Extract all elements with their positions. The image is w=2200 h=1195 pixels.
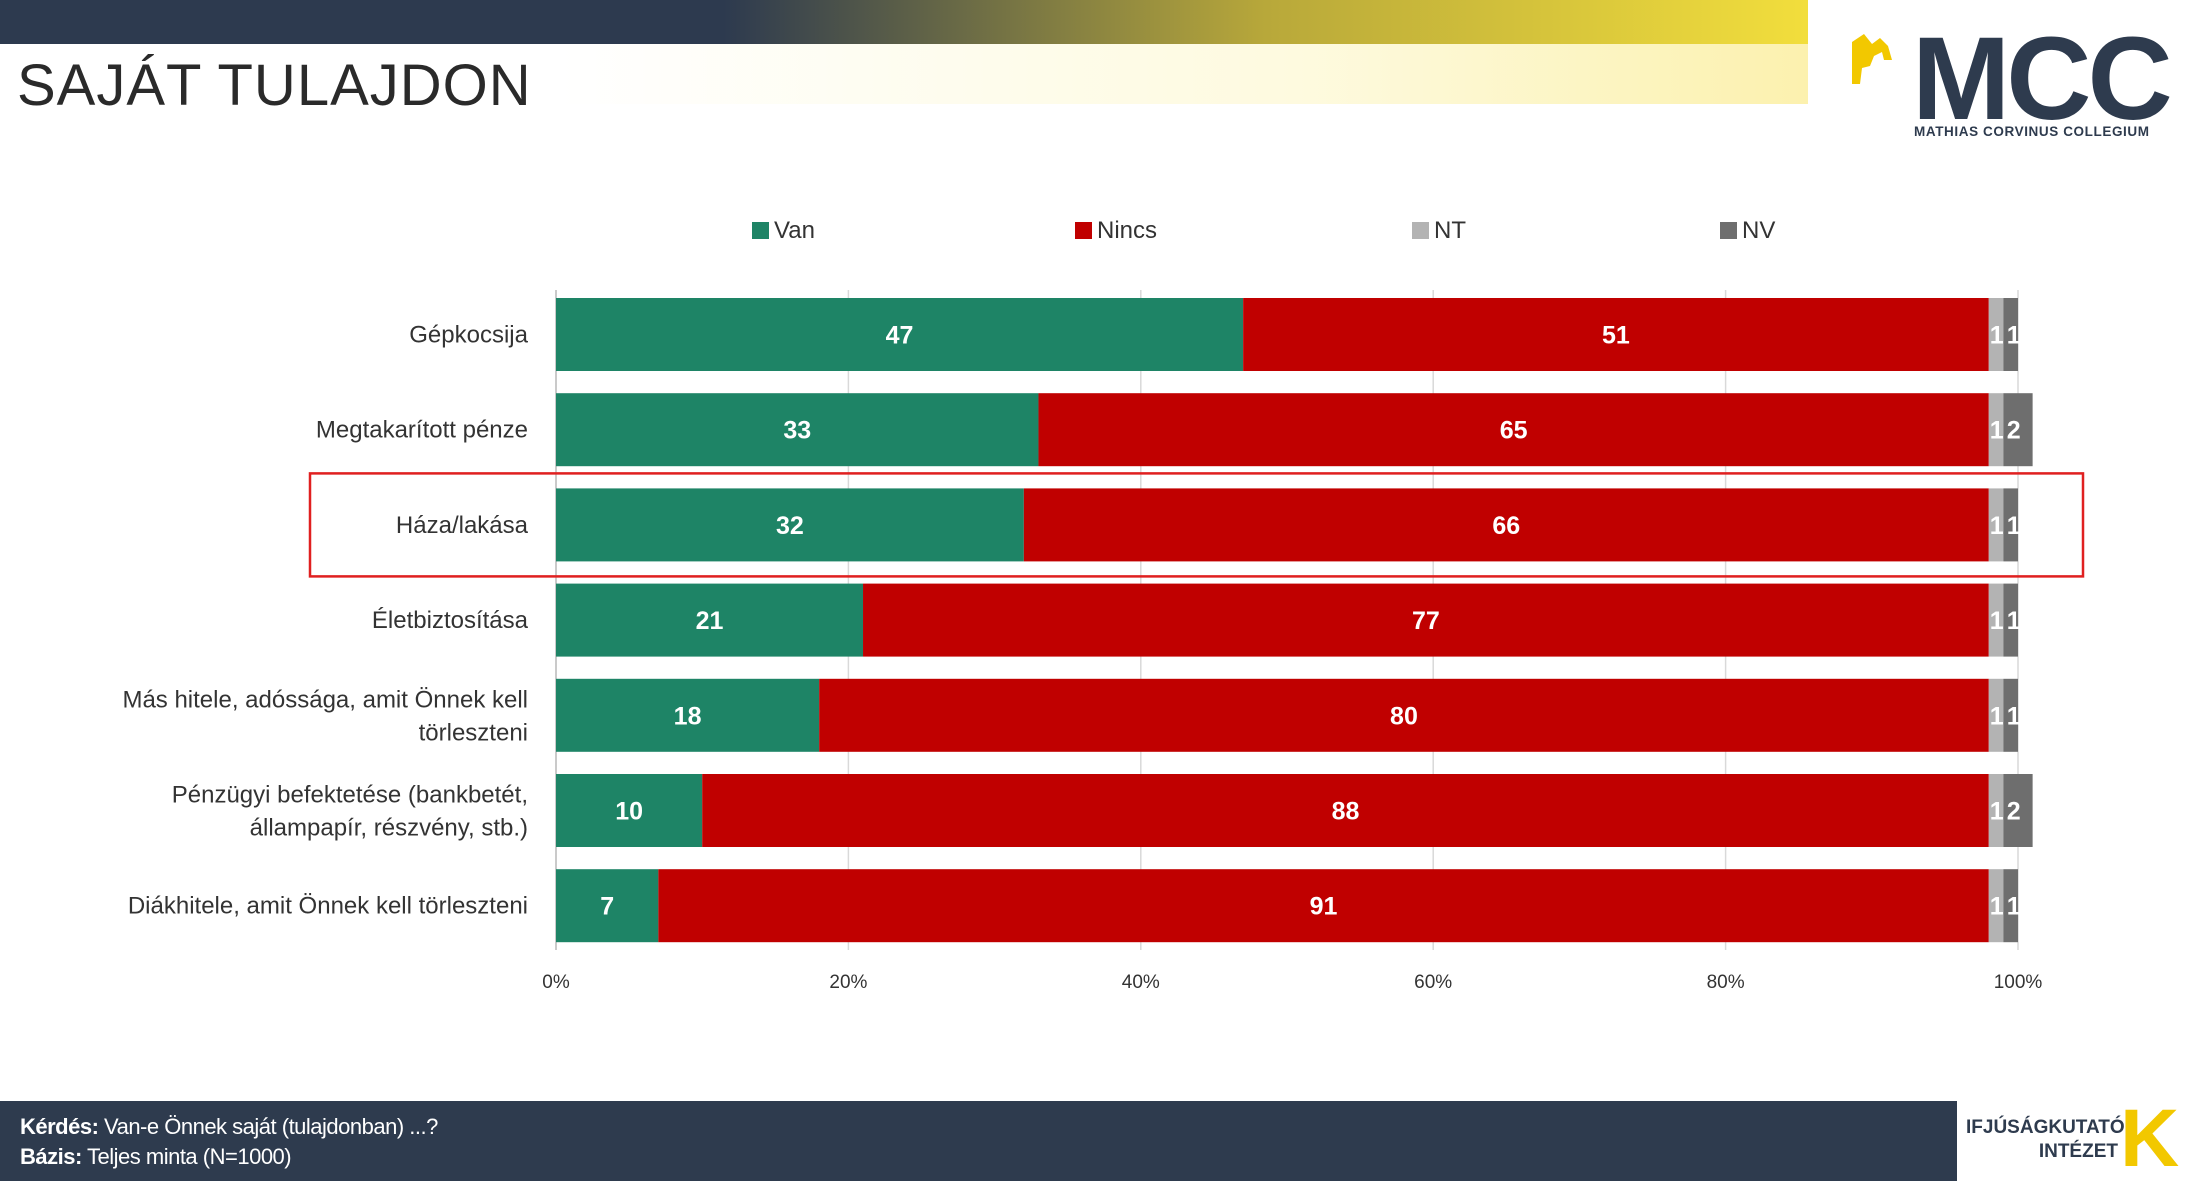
data-label: 10 [615, 798, 643, 826]
header-bar [0, 0, 1808, 44]
bar-segment [1988, 583, 2004, 657]
data-label: 1 [1990, 512, 2004, 540]
bar-segment [702, 774, 1989, 847]
data-label: 1 [2007, 607, 2021, 635]
legend-label: Van [774, 217, 815, 244]
category-label: törleszteni [419, 719, 528, 746]
category-label: Megtakarított pénze [316, 417, 528, 444]
data-label: 1 [1990, 893, 2004, 921]
question-text: Van-e Önnek saját (tulajdonban) ...? [104, 1114, 438, 1139]
bar-segment [2003, 298, 2018, 371]
institute-line1: IFJÚSÁGKUTATÓ [1966, 1117, 2125, 1138]
base-text: Teljes minta (N=1000) [87, 1144, 292, 1169]
bar-segment [2003, 678, 2018, 752]
page-title: SAJÁT TULAJDON [17, 53, 532, 118]
bar-segment [2003, 774, 2033, 847]
bar-segment [1988, 774, 2004, 847]
bar-segment [1988, 393, 2004, 467]
category-label: Diákhitele, amit Önnek kell törleszteni [128, 893, 528, 920]
data-label: 88 [1332, 798, 1360, 826]
legend-swatch [1720, 222, 1737, 239]
question-label: Kérdés: [20, 1114, 99, 1139]
logo-area [1808, 0, 2200, 190]
data-label: 32 [776, 512, 804, 540]
mcc-logo-subtitle: MATHIAS CORVINUS COLLEGIUM [1914, 124, 2150, 139]
institute-name: IFJÚSÁGKUTATÓ INTÉZET [1966, 1116, 2125, 1164]
institute-line2: INTÉZET [2038, 1141, 2118, 1162]
institute-logo-letter: K [2120, 1093, 2180, 1184]
data-label: 21 [696, 607, 724, 635]
bar-segment [1023, 488, 1989, 562]
x-tick-label: 40% [1122, 972, 1160, 993]
category-label: Háza/lakása [396, 512, 529, 539]
x-tick-label: 100% [1994, 972, 2043, 993]
bar-segment [556, 488, 1024, 562]
bar-segment [556, 678, 820, 752]
legend-label: Nincs [1097, 217, 1157, 244]
bar-segment [2003, 393, 2033, 467]
data-label: 1 [1990, 798, 2004, 826]
footer-question: Kérdés: Van-e Önnek saját (tulajdonban) … [20, 1114, 438, 1140]
footer-base: Bázis: Teljes minta (N=1000) [20, 1144, 292, 1170]
x-tick-label: 20% [829, 972, 867, 993]
data-label: 2 [2007, 798, 2021, 826]
data-label: 1 [2007, 893, 2021, 921]
data-label: 33 [783, 417, 811, 445]
legend-swatch [1075, 222, 1092, 239]
bar-segment [1038, 393, 1989, 467]
bar-segment [2003, 583, 2018, 657]
data-label: 7 [600, 893, 614, 921]
category-label: Más hitele, adóssága, amit Önnek kell [122, 686, 528, 713]
data-label: 66 [1492, 512, 1520, 540]
category-label: Pénzügyi befektetése (bankbetét, [172, 782, 528, 809]
stacked-bar-chart: 0% 20% 40% 60% 80% 100% Van Nincs NT NV Gépkocsija… [122, 217, 2085, 993]
bar-segment [2003, 869, 2018, 943]
legend-swatch [752, 222, 769, 239]
data-label: 91 [1310, 893, 1338, 921]
data-label: 1 [1990, 322, 2004, 350]
x-tick-label: 0% [542, 972, 570, 993]
bar-segment [2003, 488, 2018, 562]
legend-label: NV [1742, 217, 1775, 244]
bar-segment [1988, 869, 2004, 943]
bar-segment [556, 774, 703, 847]
legend-label: NT [1434, 217, 1466, 244]
bar-segment [863, 583, 1989, 657]
data-label: 1 [2007, 512, 2021, 540]
data-label: 1 [1990, 607, 2004, 635]
highlight-box [308, 472, 2085, 578]
data-label: 18 [674, 702, 702, 730]
header-gradient [560, 44, 1808, 104]
bar-segment [1988, 488, 2004, 562]
bar-segment [556, 583, 864, 657]
data-label: 1 [2007, 322, 2021, 350]
bar-segment [1988, 678, 2004, 752]
category-label: Életbiztosítása [372, 607, 529, 634]
category-label: Gépkocsija [409, 322, 528, 349]
data-label: 1 [1990, 702, 2004, 730]
bar-segment [819, 678, 1989, 752]
bar-segment [1988, 298, 2004, 371]
data-label: 77 [1412, 607, 1440, 635]
data-label: 1 [2007, 702, 2021, 730]
data-label: 51 [1602, 322, 1630, 350]
x-tick-label: 60% [1414, 972, 1452, 993]
data-label: 47 [886, 322, 914, 350]
x-tick-label: 80% [1707, 972, 1745, 993]
bar-segment [556, 393, 1039, 467]
data-label: 2 [2007, 417, 2021, 445]
base-label: Bázis: [20, 1144, 82, 1169]
data-label: 1 [1990, 417, 2004, 445]
bar-segment [658, 869, 1989, 943]
bar-segment [556, 869, 659, 943]
footer-bar: Kérdés: Van-e Önnek saját (tulajdonban) … [0, 1101, 1957, 1181]
data-label: 65 [1500, 417, 1528, 445]
data-label: 80 [1390, 702, 1418, 730]
mcc-crest-icon [1852, 34, 1892, 84]
category-label: állampapír, részvény, stb.) [250, 815, 528, 842]
mcc-logo: MCC [1912, 13, 2173, 145]
bar-segment [1243, 298, 1989, 371]
bar-segment [556, 298, 1244, 371]
legend-swatch [1412, 222, 1429, 239]
